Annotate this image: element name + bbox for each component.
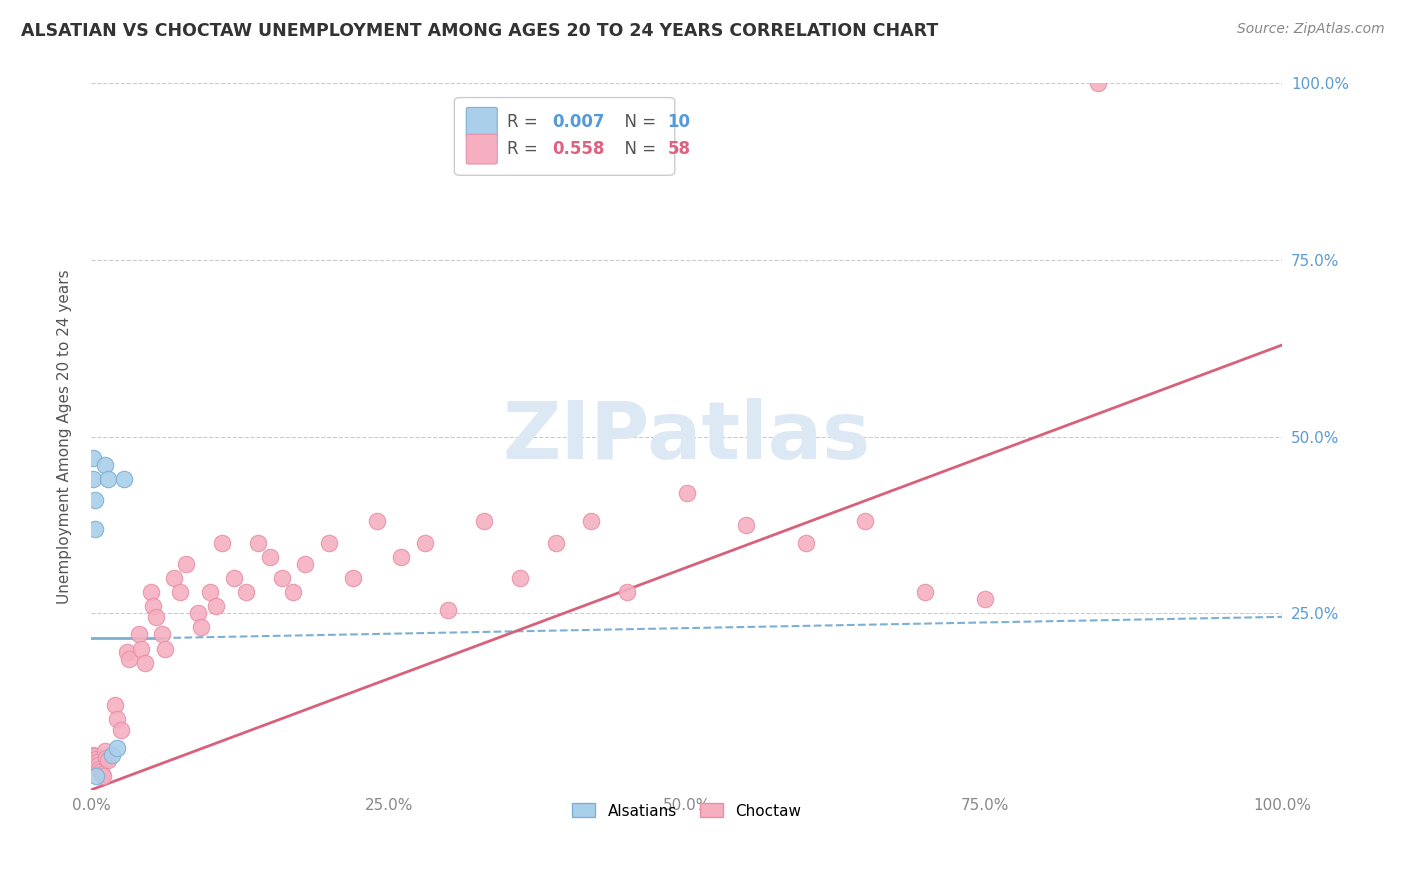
Point [105, 740, 128, 755]
FancyBboxPatch shape [467, 107, 498, 137]
Point [366, 515, 388, 529]
Text: R =: R = [506, 140, 543, 158]
Point [190, 620, 212, 634]
Point [342, 571, 364, 585]
Text: 0.007: 0.007 [553, 113, 605, 131]
Point [174, 557, 197, 571]
Point [318, 535, 340, 549]
Point [152, 627, 174, 641]
Point [437, 603, 460, 617]
Point [413, 535, 436, 549]
Text: R =: R = [506, 113, 543, 131]
Text: 58: 58 [668, 140, 690, 158]
Point [134, 656, 156, 670]
Legend: Alsatians, Choctaw: Alsatians, Choctaw [567, 797, 807, 825]
Point [735, 518, 758, 533]
Text: 10: 10 [668, 113, 690, 131]
Point [283, 585, 305, 599]
Point [389, 549, 412, 564]
Point [128, 627, 150, 641]
Text: ZIPatlas: ZIPatlas [502, 398, 870, 475]
Point [94, 744, 117, 758]
Point [198, 585, 221, 599]
Point [86, 755, 108, 769]
Text: Source: ZipAtlas.com: Source: ZipAtlas.com [1237, 22, 1385, 37]
Point [235, 585, 257, 599]
Point [581, 515, 603, 529]
Point [509, 571, 531, 585]
Point [259, 549, 281, 564]
Point [83, 749, 105, 764]
Point [101, 747, 124, 762]
Point [187, 607, 209, 621]
Point [153, 641, 176, 656]
Point [105, 712, 128, 726]
Point [84, 752, 107, 766]
Text: N =: N = [614, 113, 661, 131]
Point [794, 535, 817, 549]
Point [104, 698, 127, 713]
Point [82, 747, 104, 762]
Point [97, 753, 120, 767]
Point [246, 535, 269, 549]
Point [110, 723, 132, 737]
Point [205, 599, 228, 614]
Point [118, 652, 141, 666]
Point [83, 522, 105, 536]
Point [96, 751, 118, 765]
Point [169, 585, 191, 599]
Point [222, 571, 245, 585]
Point [139, 585, 162, 599]
Point [90, 767, 112, 781]
Y-axis label: Unemployment Among Ages 20 to 24 years: Unemployment Among Ages 20 to 24 years [58, 269, 72, 604]
Point [84, 769, 107, 783]
Point [129, 641, 152, 656]
Point [616, 585, 638, 599]
Point [83, 493, 105, 508]
Point [1087, 77, 1109, 91]
Point [82, 450, 104, 465]
Point [163, 571, 186, 585]
Point [973, 592, 995, 607]
FancyBboxPatch shape [454, 97, 675, 176]
Point [97, 472, 120, 486]
Point [112, 472, 135, 486]
Point [270, 571, 292, 585]
Text: N =: N = [614, 140, 661, 158]
Point [544, 535, 567, 549]
Point [82, 472, 104, 486]
Point [115, 645, 138, 659]
Point [211, 535, 233, 549]
Point [89, 762, 111, 776]
Point [87, 758, 110, 772]
Point [675, 486, 697, 500]
FancyBboxPatch shape [467, 135, 498, 164]
Point [855, 515, 877, 529]
Point [91, 769, 114, 783]
Point [472, 515, 495, 529]
Text: ALSATIAN VS CHOCTAW UNEMPLOYMENT AMONG AGES 20 TO 24 YEARS CORRELATION CHART: ALSATIAN VS CHOCTAW UNEMPLOYMENT AMONG A… [21, 22, 938, 40]
Point [294, 557, 316, 571]
Text: 0.558: 0.558 [553, 140, 605, 158]
Point [89, 765, 111, 780]
Point [142, 599, 165, 614]
Point [145, 610, 167, 624]
Point [914, 585, 936, 599]
Point [94, 458, 117, 472]
